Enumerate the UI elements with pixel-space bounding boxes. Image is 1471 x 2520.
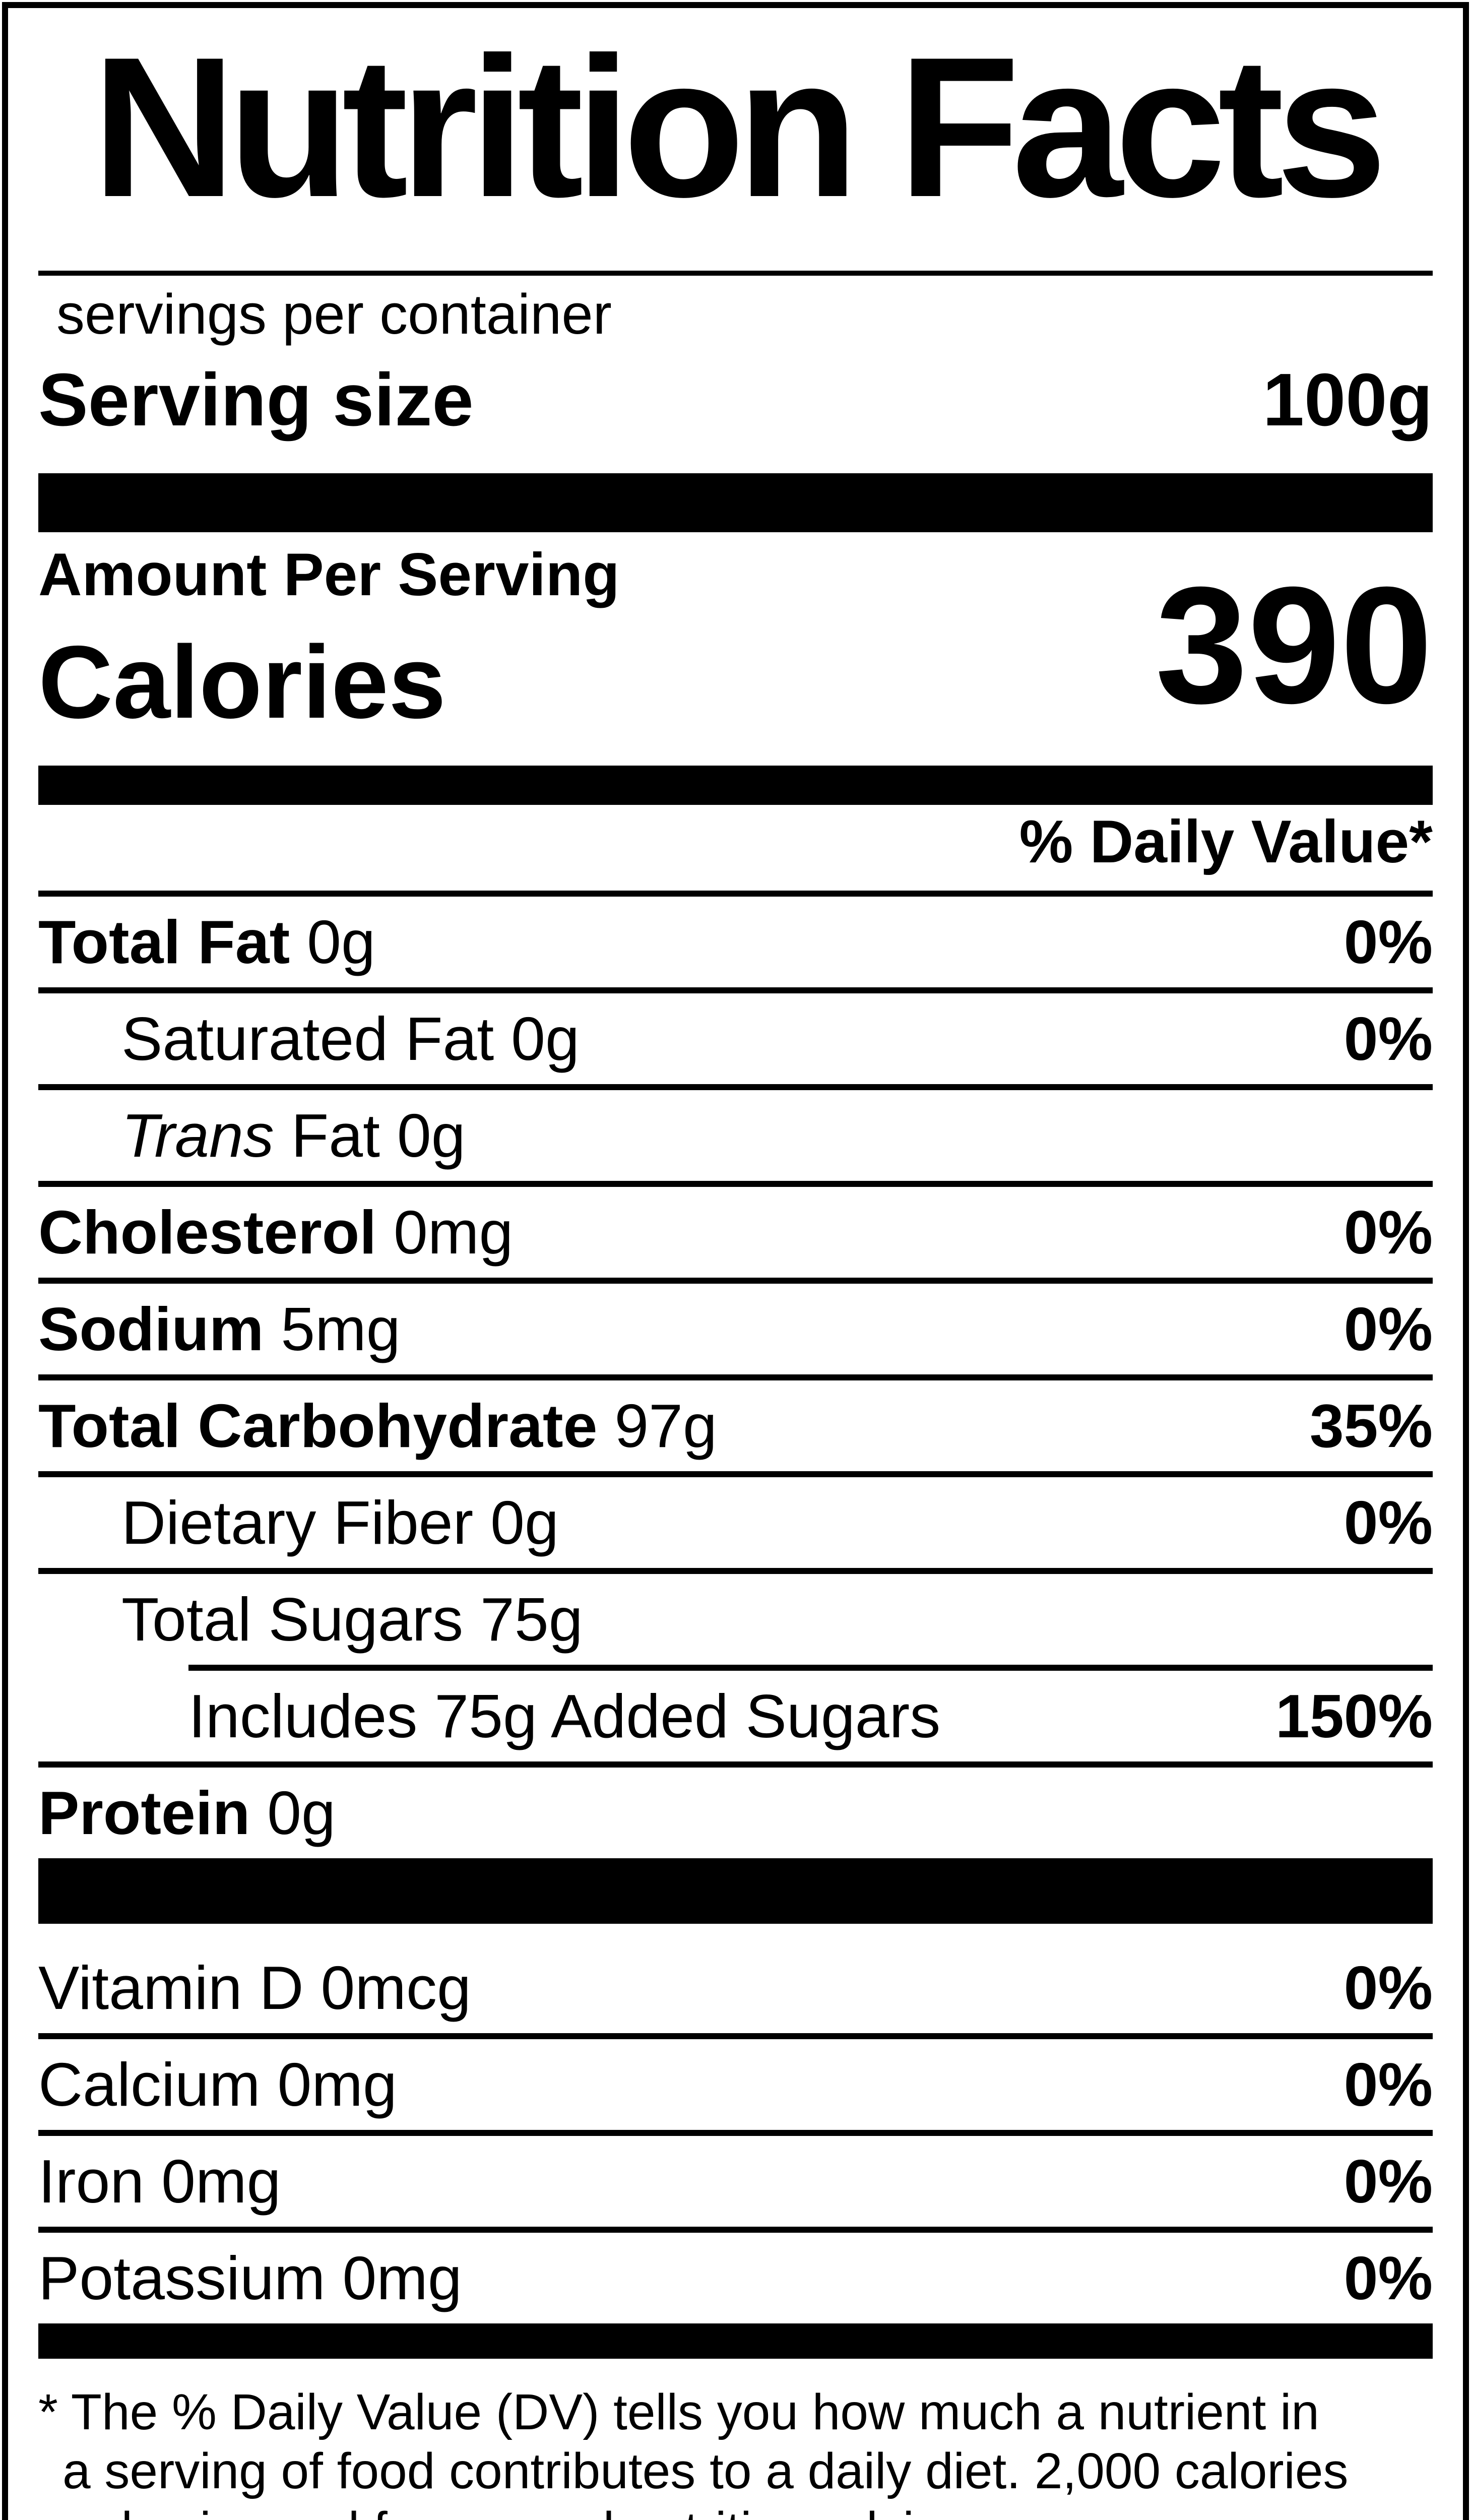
- nutrient-name-rest: 5mg: [264, 1295, 401, 1363]
- nutrient-name: Includes 75g Added Sugars: [38, 1685, 940, 1747]
- nutrient-row-total-sugars: Total Sugars 75g: [38, 1568, 1433, 1665]
- vitamin-percent: 0%: [1344, 2244, 1433, 2312]
- vitamin-table: Vitamin D 0mcg 0% Calcium 0mg 0% Iron 0m…: [38, 1942, 1433, 2323]
- thick-divider-bottom: [38, 2323, 1433, 2359]
- nutrient-percent: 0%: [1344, 1198, 1433, 1267]
- calories-value: 390: [1155, 552, 1433, 738]
- calories-label: Calories: [38, 624, 446, 740]
- vitamin-name: Calcium 0mg: [38, 2050, 397, 2119]
- nutrient-name-italic: Trans: [121, 1101, 274, 1170]
- amount-per-serving-label: Amount Per Serving: [38, 541, 620, 608]
- nutrient-name-rest: Includes 75g Added Sugars: [188, 1682, 941, 1750]
- thick-divider-vitamins: [38, 1858, 1433, 1924]
- nutrient-row-cholesterol: Cholesterol 0mg 0%: [38, 1181, 1433, 1278]
- nutrient-name-bold: Cholesterol: [38, 1198, 377, 1267]
- nutrient-name: Sodium 5mg: [38, 1298, 401, 1360]
- thick-divider-top: [38, 473, 1433, 532]
- vitamin-name: Potassium 0mg: [38, 2244, 462, 2312]
- nutrient-percent: 35%: [1309, 1392, 1433, 1460]
- nutrient-name: Total Carbohydrate 97g: [38, 1395, 717, 1457]
- daily-value-footnote: * The % Daily Value (DV) tells you how m…: [38, 2383, 1433, 2520]
- serving-size-label: Serving size: [38, 358, 474, 442]
- vitamin-name: Iron 0mg: [38, 2147, 281, 2216]
- nutrient-name-rest: 0mg: [376, 1198, 514, 1267]
- vitamin-row-calcium: Calcium 0mg 0%: [38, 2033, 1433, 2130]
- nutrient-name: Dietary Fiber 0g: [38, 1492, 559, 1553]
- vitamin-percent: 0%: [1344, 1954, 1433, 2022]
- footnote-line: a day is used for general nutrition advi…: [38, 2501, 1433, 2520]
- nutrient-name-rest: Fat 0g: [274, 1101, 466, 1170]
- nutrient-name: Total Fat 0g: [38, 911, 375, 973]
- label-title: Nutrition Facts: [92, 16, 1387, 238]
- nutrient-row-total-fat: Total Fat 0g 0%: [38, 891, 1433, 987]
- nutrient-percent: 0%: [1344, 1004, 1433, 1073]
- nutrient-percent: 0%: [1344, 1295, 1433, 1363]
- nutrient-row-protein: Protein 0g: [38, 1761, 1433, 1858]
- nutrient-name-bold: Sodium: [38, 1295, 264, 1363]
- nutrient-row-total-carbohydrate: Total Carbohydrate 97g 35%: [38, 1374, 1433, 1471]
- nutrient-name-bold: Total Fat: [38, 908, 290, 976]
- nutrient-table: Total Fat 0g 0% Saturated Fat 0g 0% Tran…: [38, 891, 1433, 1858]
- vitamin-row-potassium: Potassium 0mg 0%: [38, 2227, 1433, 2323]
- nutrient-name-rest: 97g: [597, 1392, 717, 1460]
- nutrient-percent: 150%: [1275, 1682, 1433, 1750]
- thick-divider-calories: [38, 766, 1433, 805]
- serving-size-value: 100g: [1262, 358, 1433, 442]
- daily-value-header: % Daily Value*: [1019, 808, 1433, 875]
- vitamin-percent: 0%: [1344, 2147, 1433, 2216]
- nutrient-name: Trans Fat 0g: [38, 1105, 466, 1166]
- nutrient-name-rest: Total Sugars 75g: [121, 1585, 583, 1654]
- vitamin-percent: 0%: [1344, 2050, 1433, 2119]
- nutrient-name: Total Sugars 75g: [38, 1589, 583, 1650]
- nutrient-row-saturated-fat: Saturated Fat 0g 0%: [38, 987, 1433, 1084]
- footnote-line: * The % Daily Value (DV) tells you how m…: [38, 2384, 1319, 2440]
- footnote-line: a serving of food contributes to a daily…: [62, 2443, 1349, 2499]
- nutrient-name-bold: Total Carbohydrate: [38, 1392, 598, 1460]
- nutrient-row-sodium: Sodium 5mg 0%: [38, 1278, 1433, 1374]
- calories-section: Amount Per Serving Calories 390: [38, 544, 1433, 734]
- nutrient-name-bold: Protein: [38, 1779, 250, 1847]
- nutrient-name: Protein 0g: [38, 1782, 336, 1844]
- nutrient-name: Cholesterol 0mg: [38, 1202, 513, 1263]
- nutrient-name-rest: Dietary Fiber 0g: [121, 1488, 559, 1557]
- vitamin-row-vitamin-d: Vitamin D 0mcg 0%: [38, 1942, 1433, 2033]
- nutrient-row-dietary-fiber: Dietary Fiber 0g 0%: [38, 1471, 1433, 1568]
- nutrient-name-rest: 0g: [290, 908, 375, 976]
- nutrient-percent: 0%: [1344, 1488, 1433, 1557]
- nutrient-row-trans-fat: Trans Fat 0g: [38, 1084, 1433, 1181]
- servings-per-container: servings per container: [56, 283, 612, 346]
- serving-size-row: Serving size 100g: [38, 363, 1433, 437]
- nutrient-row-added-sugars: Includes 75g Added Sugars 150%: [38, 1671, 1433, 1761]
- vitamin-row-iron: Iron 0mg 0%: [38, 2130, 1433, 2227]
- nutrient-name-rest: Saturated Fat 0g: [121, 1004, 580, 1073]
- vitamin-name: Vitamin D 0mcg: [38, 1954, 471, 2022]
- title-divider: [38, 271, 1433, 276]
- nutrient-name: Saturated Fat 0g: [38, 1008, 580, 1069]
- nutrient-percent: 0%: [1344, 908, 1433, 976]
- nutrient-name-rest: 0g: [250, 1779, 336, 1847]
- separator-indented: [188, 1665, 1433, 1671]
